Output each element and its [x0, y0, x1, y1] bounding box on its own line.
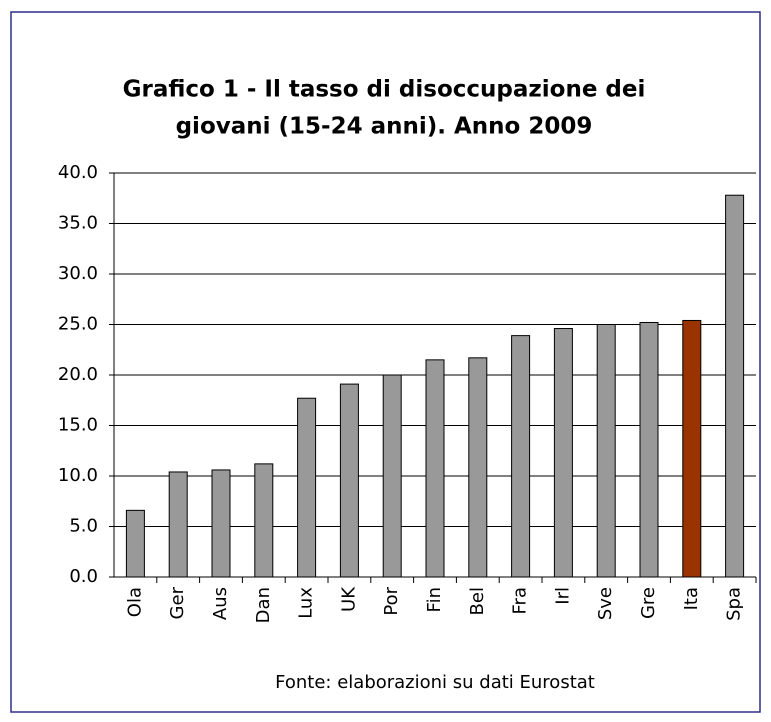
x-tick-label: Bel: [467, 587, 488, 615]
y-tick-label: 15.0: [58, 415, 98, 436]
bar: [211, 469, 231, 578]
y-tick-label: 40.0: [58, 162, 98, 183]
bar: [339, 383, 359, 578]
x-tick-label: Sve: [595, 587, 616, 620]
x-tick-label: Fin: [424, 587, 445, 612]
bar: [425, 359, 445, 578]
bar: [168, 471, 188, 578]
x-tick-label: Fra: [510, 587, 531, 614]
chart-title: Grafico 1 - Il tasso di disoccupazione d…: [123, 77, 646, 103]
bar: [511, 335, 531, 578]
x-tick-label: UK: [338, 586, 359, 612]
bar: [725, 194, 745, 578]
bar: [596, 324, 616, 578]
y-tick-label: 25.0: [58, 314, 98, 335]
y-tick-label: 20.0: [58, 364, 98, 385]
bar: [382, 374, 402, 578]
y-tick-label: 5.0: [69, 516, 98, 537]
x-tick-label: Por: [381, 586, 402, 615]
x-tick-label: Spa: [724, 587, 745, 621]
bar: [297, 397, 317, 578]
bar: [639, 321, 659, 578]
chart-title: giovani (15-24 anni). Anno 2009: [176, 114, 593, 140]
bar: [254, 463, 274, 578]
y-tick-label: 35.0: [58, 213, 98, 234]
x-tick-label: Ger: [167, 586, 188, 619]
x-tick-label: Dan: [253, 587, 274, 623]
source-note: Fonte: elaborazioni su dati Eurostat: [275, 672, 595, 693]
x-tick-label: Gre: [638, 587, 659, 619]
x-tick-label: Aus: [210, 587, 231, 620]
bar: [125, 509, 145, 578]
bar: [682, 319, 702, 578]
x-tick-label: Ola: [124, 587, 145, 617]
y-tick-label: 0.0: [69, 566, 98, 587]
x-tick-label: Lux: [296, 587, 317, 619]
frame: [10, 11, 761, 713]
x-tick-label: Ita: [681, 587, 702, 610]
x-tick-label: Irl: [552, 587, 573, 605]
y-tick-label: 30.0: [58, 263, 98, 284]
bar: [553, 328, 573, 578]
y-tick-label: 10.0: [58, 465, 98, 486]
bar: [468, 357, 488, 578]
